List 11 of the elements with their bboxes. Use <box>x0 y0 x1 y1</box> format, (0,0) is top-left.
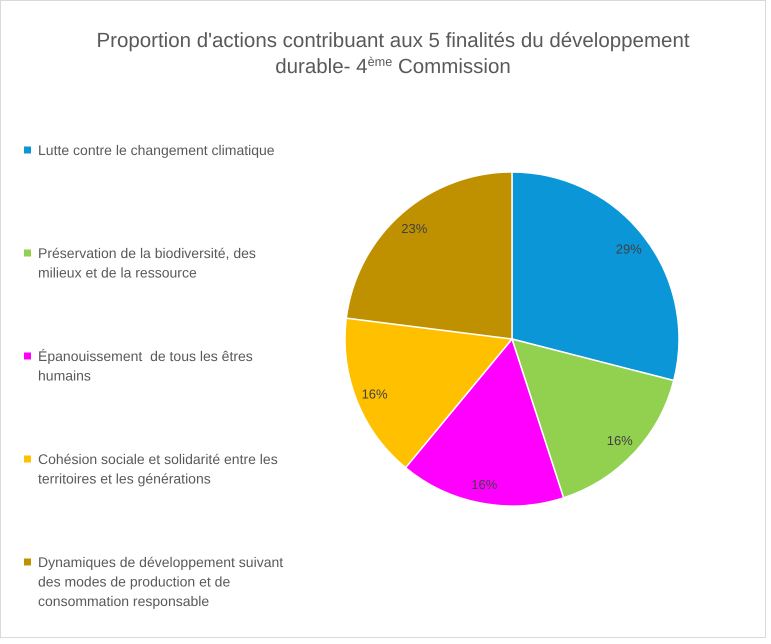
chart-title: Proportion d'actions contribuant aux 5 finalités du développement durable- 4$^{ème}$ Commission <box>96 29 690 78</box>
data-label: 16% <box>362 386 388 401</box>
legend-label: Cohésion sociale et solidarité entre les territoires et les générations <box>38 451 278 486</box>
data-label: 23% <box>401 220 428 236</box>
legend-label: Épanouissement de tous les êtres humains <box>38 348 253 384</box>
data-label: 16% <box>606 432 634 448</box>
legend-label: Lutte contre le changement climatique <box>38 142 275 158</box>
legend-label: Dynamiques de développement suivant des modes de production et de consommation responsable <box>38 554 284 609</box>
legend-label: Préservation de la biodiversité, des milieux et de la ressource <box>38 245 256 280</box>
data-label: 29% <box>616 240 642 256</box>
data-label: 16% <box>471 476 498 492</box>
